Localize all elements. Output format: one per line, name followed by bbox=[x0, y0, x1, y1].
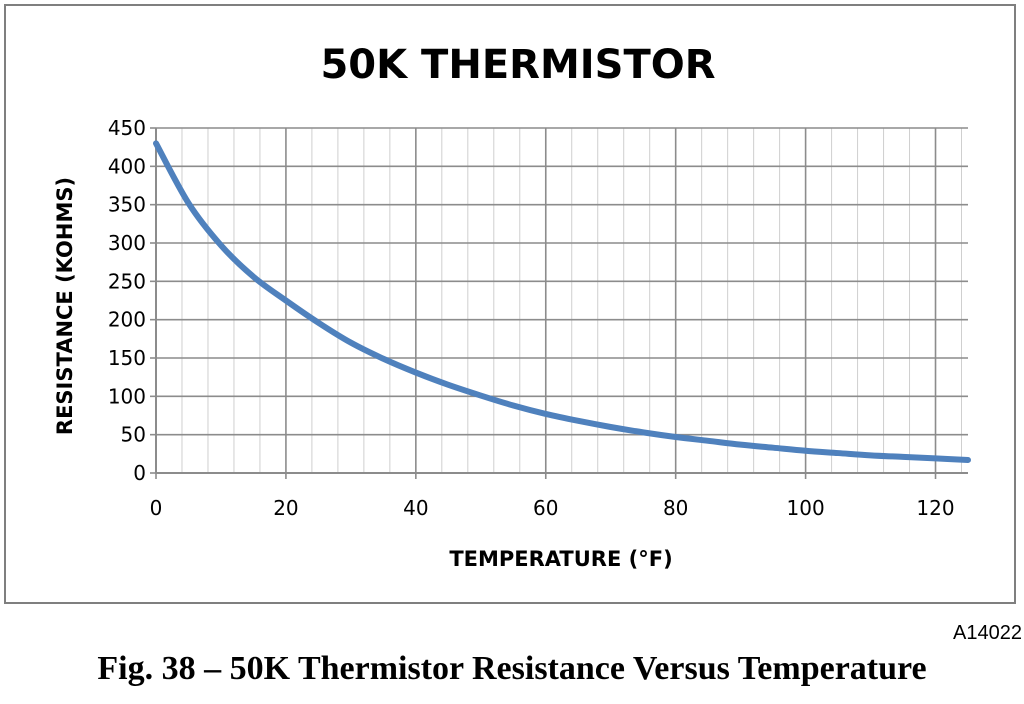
figure-id: A14022 bbox=[953, 622, 1022, 644]
y-tick-label: 100 bbox=[108, 384, 146, 408]
x-tick-label: 0 bbox=[150, 496, 163, 520]
x-tick-label: 20 bbox=[273, 496, 298, 520]
tick-labels: 0 20 40 60 80 100 120 0 50 100 150 200 250 300 350 400 4… bbox=[108, 116, 955, 520]
grid bbox=[150, 127, 968, 479]
y-axis-label: RESISTANCE (KOHMS) bbox=[53, 177, 77, 435]
x-axis-label: TEMPERATURE (°F) bbox=[449, 547, 672, 571]
series-layer bbox=[153, 140, 971, 463]
y-tick-label: 300 bbox=[108, 231, 146, 255]
chart: 50K THERMISTOR 0 20 40 60 80 100 120 0 50 100 150 2… bbox=[53, 42, 971, 571]
x-tick-label: 40 bbox=[403, 496, 428, 520]
y-tick-label: 50 bbox=[121, 423, 146, 447]
y-tick-label: 200 bbox=[108, 308, 146, 332]
figure-caption: Fig. 38 – 50K Thermistor Resistance Vers… bbox=[97, 650, 927, 687]
y-tick-label: 250 bbox=[108, 269, 146, 293]
y-tick-label: 0 bbox=[133, 461, 146, 485]
chart-title: 50K THERMISTOR bbox=[320, 42, 715, 88]
x-tick-label: 60 bbox=[533, 496, 558, 520]
y-tick-label: 350 bbox=[108, 193, 146, 217]
y-tick-label: 150 bbox=[108, 346, 146, 370]
y-tick-label: 450 bbox=[108, 116, 146, 140]
x-tick-label: 120 bbox=[916, 496, 954, 520]
chart-frame: 50K THERMISTOR 0 20 40 60 80 100 120 0 50 100 150 2… bbox=[4, 4, 1016, 604]
x-tick-label: 100 bbox=[787, 496, 825, 520]
resistance-curve bbox=[153, 140, 971, 463]
y-tick-label: 400 bbox=[108, 154, 146, 178]
x-tick-label: 80 bbox=[663, 496, 688, 520]
